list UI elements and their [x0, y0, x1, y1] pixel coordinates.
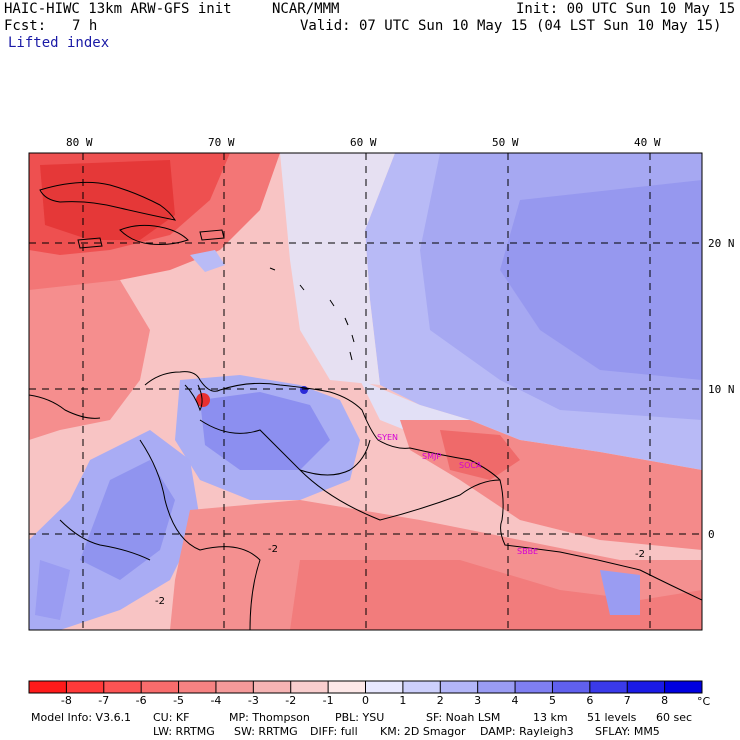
lon-label-50w: 50 W: [492, 136, 519, 149]
org-label: NCAR/MMM: [272, 1, 340, 17]
colorbar-swatch: [66, 681, 105, 693]
colorbar-swatch: [664, 681, 703, 693]
model-info-sf: SF: Noah LSM: [426, 711, 501, 724]
station-label-soca: SOCA: [459, 461, 482, 470]
lon-label-40w: 40 W: [634, 136, 661, 149]
colorbar-tick-label: 0: [362, 694, 369, 707]
lon-label-70w: 70 W: [208, 136, 235, 149]
colorbar-tick-label: 6: [586, 694, 593, 707]
colorbar-swatch: [253, 681, 292, 693]
colorbar-tick-label: 7: [624, 694, 631, 707]
station-label-sbbe: SBBE: [517, 547, 538, 556]
colorbar-tick-label: 3: [474, 694, 481, 707]
colorbar-tick-label: -8: [61, 694, 72, 707]
model-info-levels: 51 levels: [587, 711, 637, 724]
colorbar-swatch: [29, 681, 67, 693]
colorbar-swatch: [589, 681, 628, 693]
fcst-value: 7 h: [72, 18, 98, 34]
coastlines: [29, 181, 702, 630]
colorbar-tick-label: -4: [210, 694, 221, 707]
colorbar-tick-label: -6: [136, 694, 147, 707]
lat-label-20n: 20 N: [708, 237, 735, 250]
model-info-res: 13 km: [533, 711, 568, 724]
colorbar-tick-label: 8: [661, 694, 668, 707]
colorbar-tick-label: -3: [248, 694, 259, 707]
colorbar-tick-label: -2: [285, 694, 296, 707]
contour-label: -2: [268, 544, 278, 555]
model-info-sw: SW: RRTMG: [234, 725, 298, 738]
colorbar-swatch: [552, 681, 591, 693]
colorbar-unit: °C: [697, 695, 711, 708]
colorbar-tick-label: 4: [512, 694, 519, 707]
colorbar-tick-label: 2: [437, 694, 444, 707]
model-info-version: Model Info: V3.6.1: [31, 711, 132, 724]
station-label-smjp: SMJP: [422, 452, 441, 461]
colorbar-swatch: [477, 681, 516, 693]
map-field: [29, 153, 702, 630]
colorbar-swatch: [365, 681, 404, 693]
fcst-label: Fcst:: [4, 18, 47, 34]
colorbar-swatch: [178, 681, 217, 693]
model-info-lw: LW: RRTMG: [153, 725, 215, 738]
contour-label: -2: [635, 549, 645, 560]
model-title: HAIC-HIWC 13km ARW-GFS init: [4, 1, 232, 17]
map-frame: [28, 152, 703, 631]
colorbar-tick-label: -1: [323, 694, 334, 707]
colorbar-swatch: [627, 681, 666, 693]
model-info-damp: DAMP: Rayleigh3: [480, 725, 574, 738]
colorbar-tick-label: -5: [173, 694, 184, 707]
model-info-km: KM: 2D Smagor: [380, 725, 466, 738]
model-info-mp: MP: Thompson: [229, 711, 310, 724]
lon-label-80w: 80 W: [66, 136, 93, 149]
colorbar: -8 -7 -6 -5 -4 -3 -2 -1 0 1 2 3 4 5 6 7 8: [28, 680, 703, 707]
colorbar-tick-label: 1: [399, 694, 406, 707]
contour-label: -2: [155, 596, 165, 607]
field-name: Lifted index: [8, 35, 110, 51]
model-info-cu: CU: KF: [153, 711, 190, 724]
grid-lines: [29, 153, 702, 630]
colorbar-swatch: [141, 681, 180, 693]
colorbar-swatch: [103, 681, 142, 693]
colorbar-swatch: [290, 681, 329, 693]
model-info-diff: DIFF: full: [310, 725, 358, 738]
colorbar-swatch: [328, 681, 366, 693]
colorbar-swatch: [440, 681, 479, 693]
station-label-syen: SYEN: [377, 433, 398, 442]
lon-label-60w: 60 W: [350, 136, 377, 149]
colorbar-swatch: [515, 681, 553, 693]
lat-label-10n: 10 N: [708, 383, 735, 396]
colorbar-swatch: [215, 681, 254, 693]
lat-label-0: 0: [708, 528, 715, 541]
model-info-timestep: 60 sec: [656, 711, 693, 724]
model-info-pbl: PBL: YSU: [335, 711, 385, 724]
colorbar-swatch: [402, 681, 441, 693]
model-info-sflay: SFLAY: MM5: [595, 725, 660, 738]
colorbar-tick-label: 5: [549, 694, 556, 707]
valid-time: Valid: 07 UTC Sun 10 May 15 (04 LST Sun …: [300, 18, 722, 34]
init-time: Init: 00 UTC Sun 10 May 15: [516, 1, 736, 17]
colorbar-tick-label: -7: [98, 694, 109, 707]
